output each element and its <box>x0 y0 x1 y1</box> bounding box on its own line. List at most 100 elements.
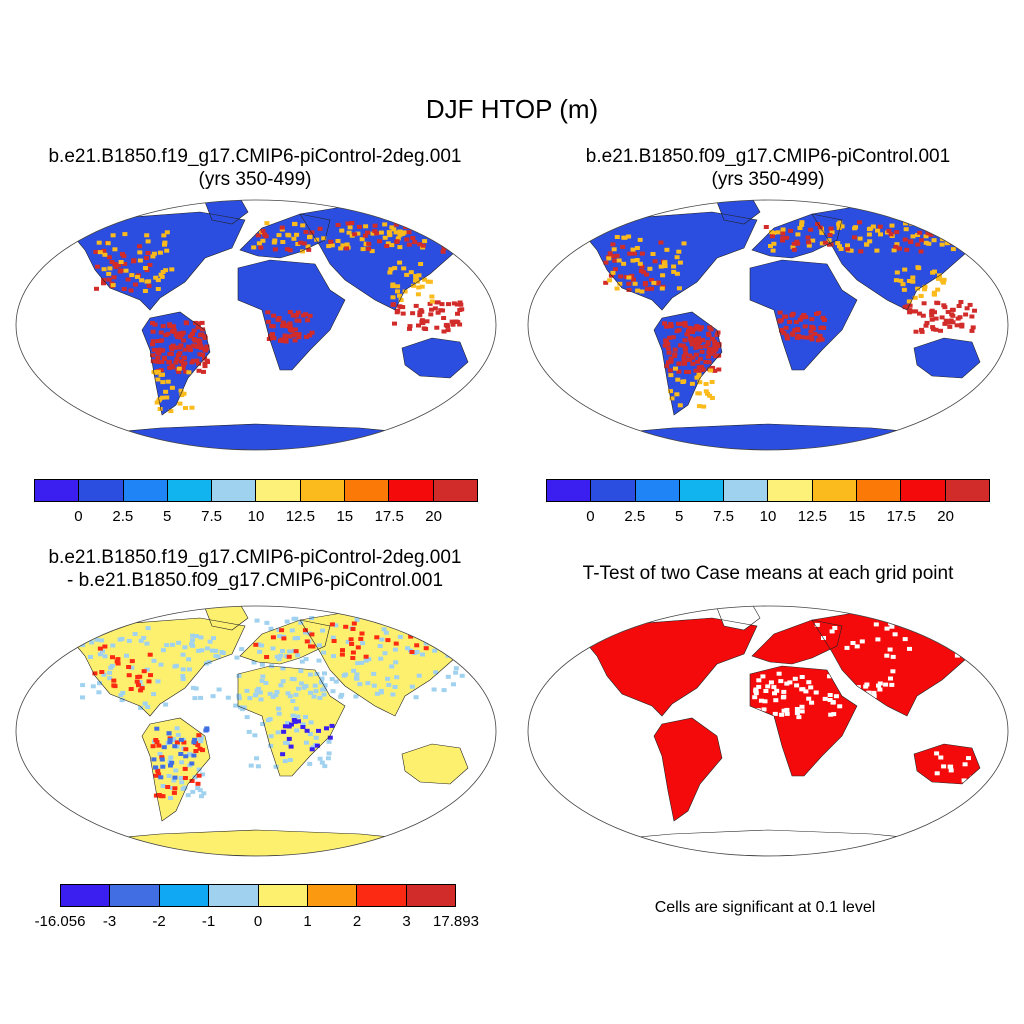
grid-cell <box>827 233 833 237</box>
grid-cell <box>318 680 324 685</box>
grid-cell <box>390 692 396 697</box>
grid-cell <box>819 325 825 330</box>
grid-cell <box>170 365 176 370</box>
colorbar-tick-label: -16.056 <box>34 913 86 930</box>
grid-cell <box>168 796 173 800</box>
grid-cell <box>714 332 720 337</box>
grid-cell <box>637 237 643 242</box>
colorbar-swatch <box>945 480 989 501</box>
grid-cell <box>258 245 264 250</box>
map-land-group <box>581 606 983 856</box>
grid-cell <box>408 634 414 639</box>
grid-cell <box>857 220 862 225</box>
grid-cell <box>870 224 876 229</box>
grid-cell <box>101 281 106 286</box>
grid-cell <box>93 249 99 254</box>
grid-cell <box>143 266 148 270</box>
grid-cell <box>201 369 206 374</box>
grid-cell <box>328 239 334 244</box>
grid-cell <box>293 649 299 654</box>
grid-cell <box>155 278 161 283</box>
grid-cell <box>942 321 948 326</box>
grid-cell <box>236 673 242 678</box>
grid-cell <box>826 238 832 243</box>
continent-north-america <box>582 618 757 716</box>
grid-cell <box>322 671 327 676</box>
grid-cell <box>201 791 207 796</box>
colorbar-tick-label: 1 <box>303 913 312 930</box>
grid-cell <box>283 324 289 329</box>
grid-cell <box>182 645 188 650</box>
grid-cell <box>932 310 937 315</box>
grid-cell <box>263 681 269 685</box>
grid-cell <box>933 327 939 332</box>
grid-cell <box>175 335 181 340</box>
grid-cell <box>626 287 632 292</box>
grid-cell <box>258 697 264 702</box>
grid-cell <box>678 343 684 348</box>
grid-cell <box>196 338 202 343</box>
continent-africa <box>238 666 345 776</box>
grid-cell <box>424 319 430 324</box>
grid-cell <box>665 346 671 351</box>
grid-cell <box>969 328 975 333</box>
coastline-south-america <box>653 311 723 416</box>
grid-cell <box>150 359 156 364</box>
grid-cell <box>101 248 107 253</box>
panel-ttest-title: T-Test of two Case means at each grid po… <box>582 563 954 584</box>
grid-cell <box>270 694 276 699</box>
continent-australia <box>914 744 980 784</box>
grid-cell <box>627 251 633 256</box>
grid-cell <box>781 689 787 694</box>
grid-cell <box>649 278 655 282</box>
grid-cell <box>331 639 337 643</box>
grid-cell <box>819 337 825 342</box>
grid-cell <box>400 311 406 316</box>
grid-cell <box>160 395 166 400</box>
grid-cell <box>133 282 138 287</box>
colorbar-tick-label: 5 <box>675 508 684 525</box>
grid-cell <box>889 624 895 629</box>
grid-cell <box>257 690 263 695</box>
grid-cell <box>142 701 148 706</box>
grid-cell <box>309 632 315 637</box>
grid-cell <box>355 231 361 236</box>
grid-cell <box>772 691 777 696</box>
coastline-africa <box>749 259 858 371</box>
grid-cell <box>372 229 378 234</box>
grid-cell <box>386 682 392 687</box>
grid-cell <box>848 248 854 253</box>
grid-cell <box>182 361 188 366</box>
grid-cell <box>259 678 265 683</box>
grid-cell <box>159 360 165 364</box>
grid-cell <box>877 687 883 692</box>
grid-cell <box>639 289 645 294</box>
grid-cell <box>453 666 459 671</box>
grid-cell <box>244 688 250 693</box>
coastline-africa <box>749 665 858 777</box>
grid-cell <box>186 657 192 662</box>
grid-cell <box>413 623 419 628</box>
grid-cell <box>414 643 420 648</box>
grid-cell <box>148 673 153 678</box>
grid-cell <box>101 267 107 272</box>
grid-cell <box>180 363 186 368</box>
grid-cell <box>654 281 660 286</box>
grid-cell <box>181 338 187 343</box>
grid-cell <box>877 681 883 686</box>
grid-cell <box>303 715 308 719</box>
grid-cell <box>694 375 700 380</box>
grid-cell <box>316 728 321 733</box>
grid-cell <box>607 278 613 283</box>
panel-diff-title-line1: b.e21.B1850.f19_g17.CMIP6-piControl-2deg… <box>48 547 462 568</box>
grid-cell <box>377 239 382 244</box>
grid-cell <box>797 226 803 230</box>
grid-cell <box>888 232 894 237</box>
grid-cell <box>949 307 955 312</box>
grid-cell <box>343 672 349 677</box>
continent-antarctica <box>92 830 420 856</box>
grid-cell <box>947 233 953 238</box>
grid-cell <box>150 353 156 358</box>
grid-cell <box>282 759 288 764</box>
grid-cell <box>416 273 422 278</box>
